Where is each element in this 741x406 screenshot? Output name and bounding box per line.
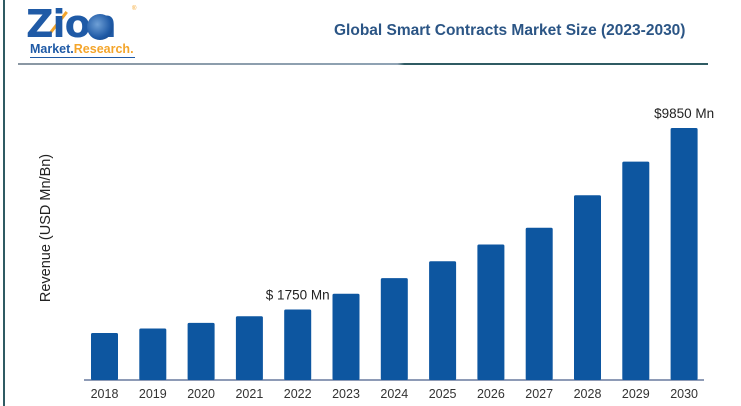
x-tick-label-2019: 2019 — [139, 387, 167, 401]
x-tick-label-2023: 2023 — [332, 387, 360, 401]
x-tick-label-2028: 2028 — [574, 387, 602, 401]
x-tick-label-2030: 2030 — [670, 387, 698, 401]
bar-2018 — [91, 333, 118, 380]
header-divider — [18, 63, 708, 65]
bar-2025 — [429, 261, 457, 380]
bar-2026 — [477, 244, 505, 380]
registered-mark: ® — [132, 6, 137, 12]
bar-2021 — [235, 316, 263, 380]
x-tick-label-2027: 2027 — [525, 387, 553, 401]
x-tick-label-2021: 2021 — [235, 387, 263, 401]
logo-subtitle-market: Market. — [30, 42, 74, 56]
bar-2024 — [380, 278, 408, 380]
zion-logo: Zion ® Market.Research. — [26, 4, 146, 58]
bar-2030 — [670, 128, 698, 380]
x-tick-label-2025: 2025 — [429, 387, 457, 401]
chart-title: Global Smart Contracts Market Size (2023… — [334, 22, 686, 39]
globe-icon — [87, 14, 113, 40]
data-label-2030: $9850 Mn — [654, 106, 714, 121]
x-tick-label-2026: 2026 — [477, 387, 505, 401]
bar-2029 — [622, 161, 650, 380]
data-label-2022: $ 1750 Mn — [266, 287, 330, 302]
bar-2020 — [187, 322, 215, 380]
bar-2027 — [525, 227, 553, 380]
logo-underline — [30, 57, 135, 58]
x-tick-label-2018: 2018 — [91, 387, 119, 401]
frame-border — [3, 0, 5, 406]
logo-subtitle: Market.Research. — [30, 42, 134, 56]
bar-2028 — [574, 195, 601, 380]
bar-2019 — [139, 328, 167, 380]
bar-2023 — [332, 293, 360, 380]
x-tick-label-2029: 2029 — [622, 387, 650, 401]
x-tick-label-2024: 2024 — [380, 387, 408, 401]
x-tick-label-2020: 2020 — [187, 387, 215, 401]
logo-subtitle-research: Research. — [73, 42, 134, 56]
x-tick-label-2022: 2022 — [284, 387, 312, 401]
bar-2022 — [284, 309, 312, 380]
